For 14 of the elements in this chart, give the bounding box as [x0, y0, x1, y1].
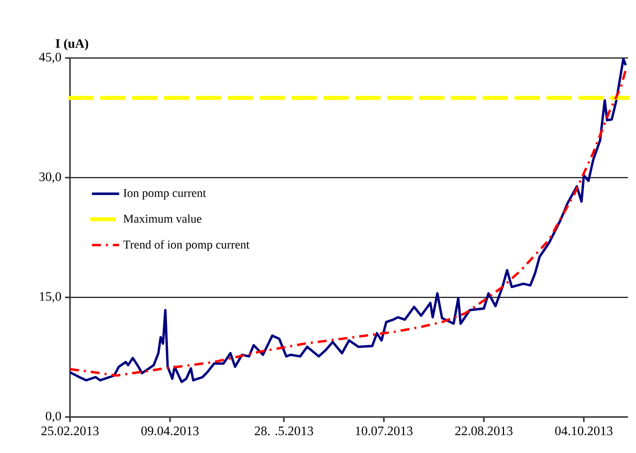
y-axis-title: I (uA) — [56, 38, 88, 50]
y-tick-label: 45,0 — [39, 52, 62, 64]
x-tick-label: 25.02.2013 — [41, 426, 99, 436]
legend-label: Ion pomp current — [124, 189, 206, 200]
y-tick-label: 30,0 — [39, 172, 62, 183]
x-tick-label: 04.10.2013 — [555, 426, 612, 436]
x-tick-label: 28. .5.2013 — [254, 426, 314, 436]
y-tick-label: 0,0 — [46, 412, 62, 422]
x-tick-label: 10.07.2013 — [356, 426, 413, 436]
legend-label: Maximum value — [123, 214, 202, 223]
y-tick-label: 15,0 — [40, 292, 62, 303]
x-tick-label: 09.04.2013 — [141, 426, 199, 436]
x-tick-label: 22.08.2013 — [455, 426, 512, 436]
legend-label: Trend of ion pomp current — [123, 240, 250, 252]
